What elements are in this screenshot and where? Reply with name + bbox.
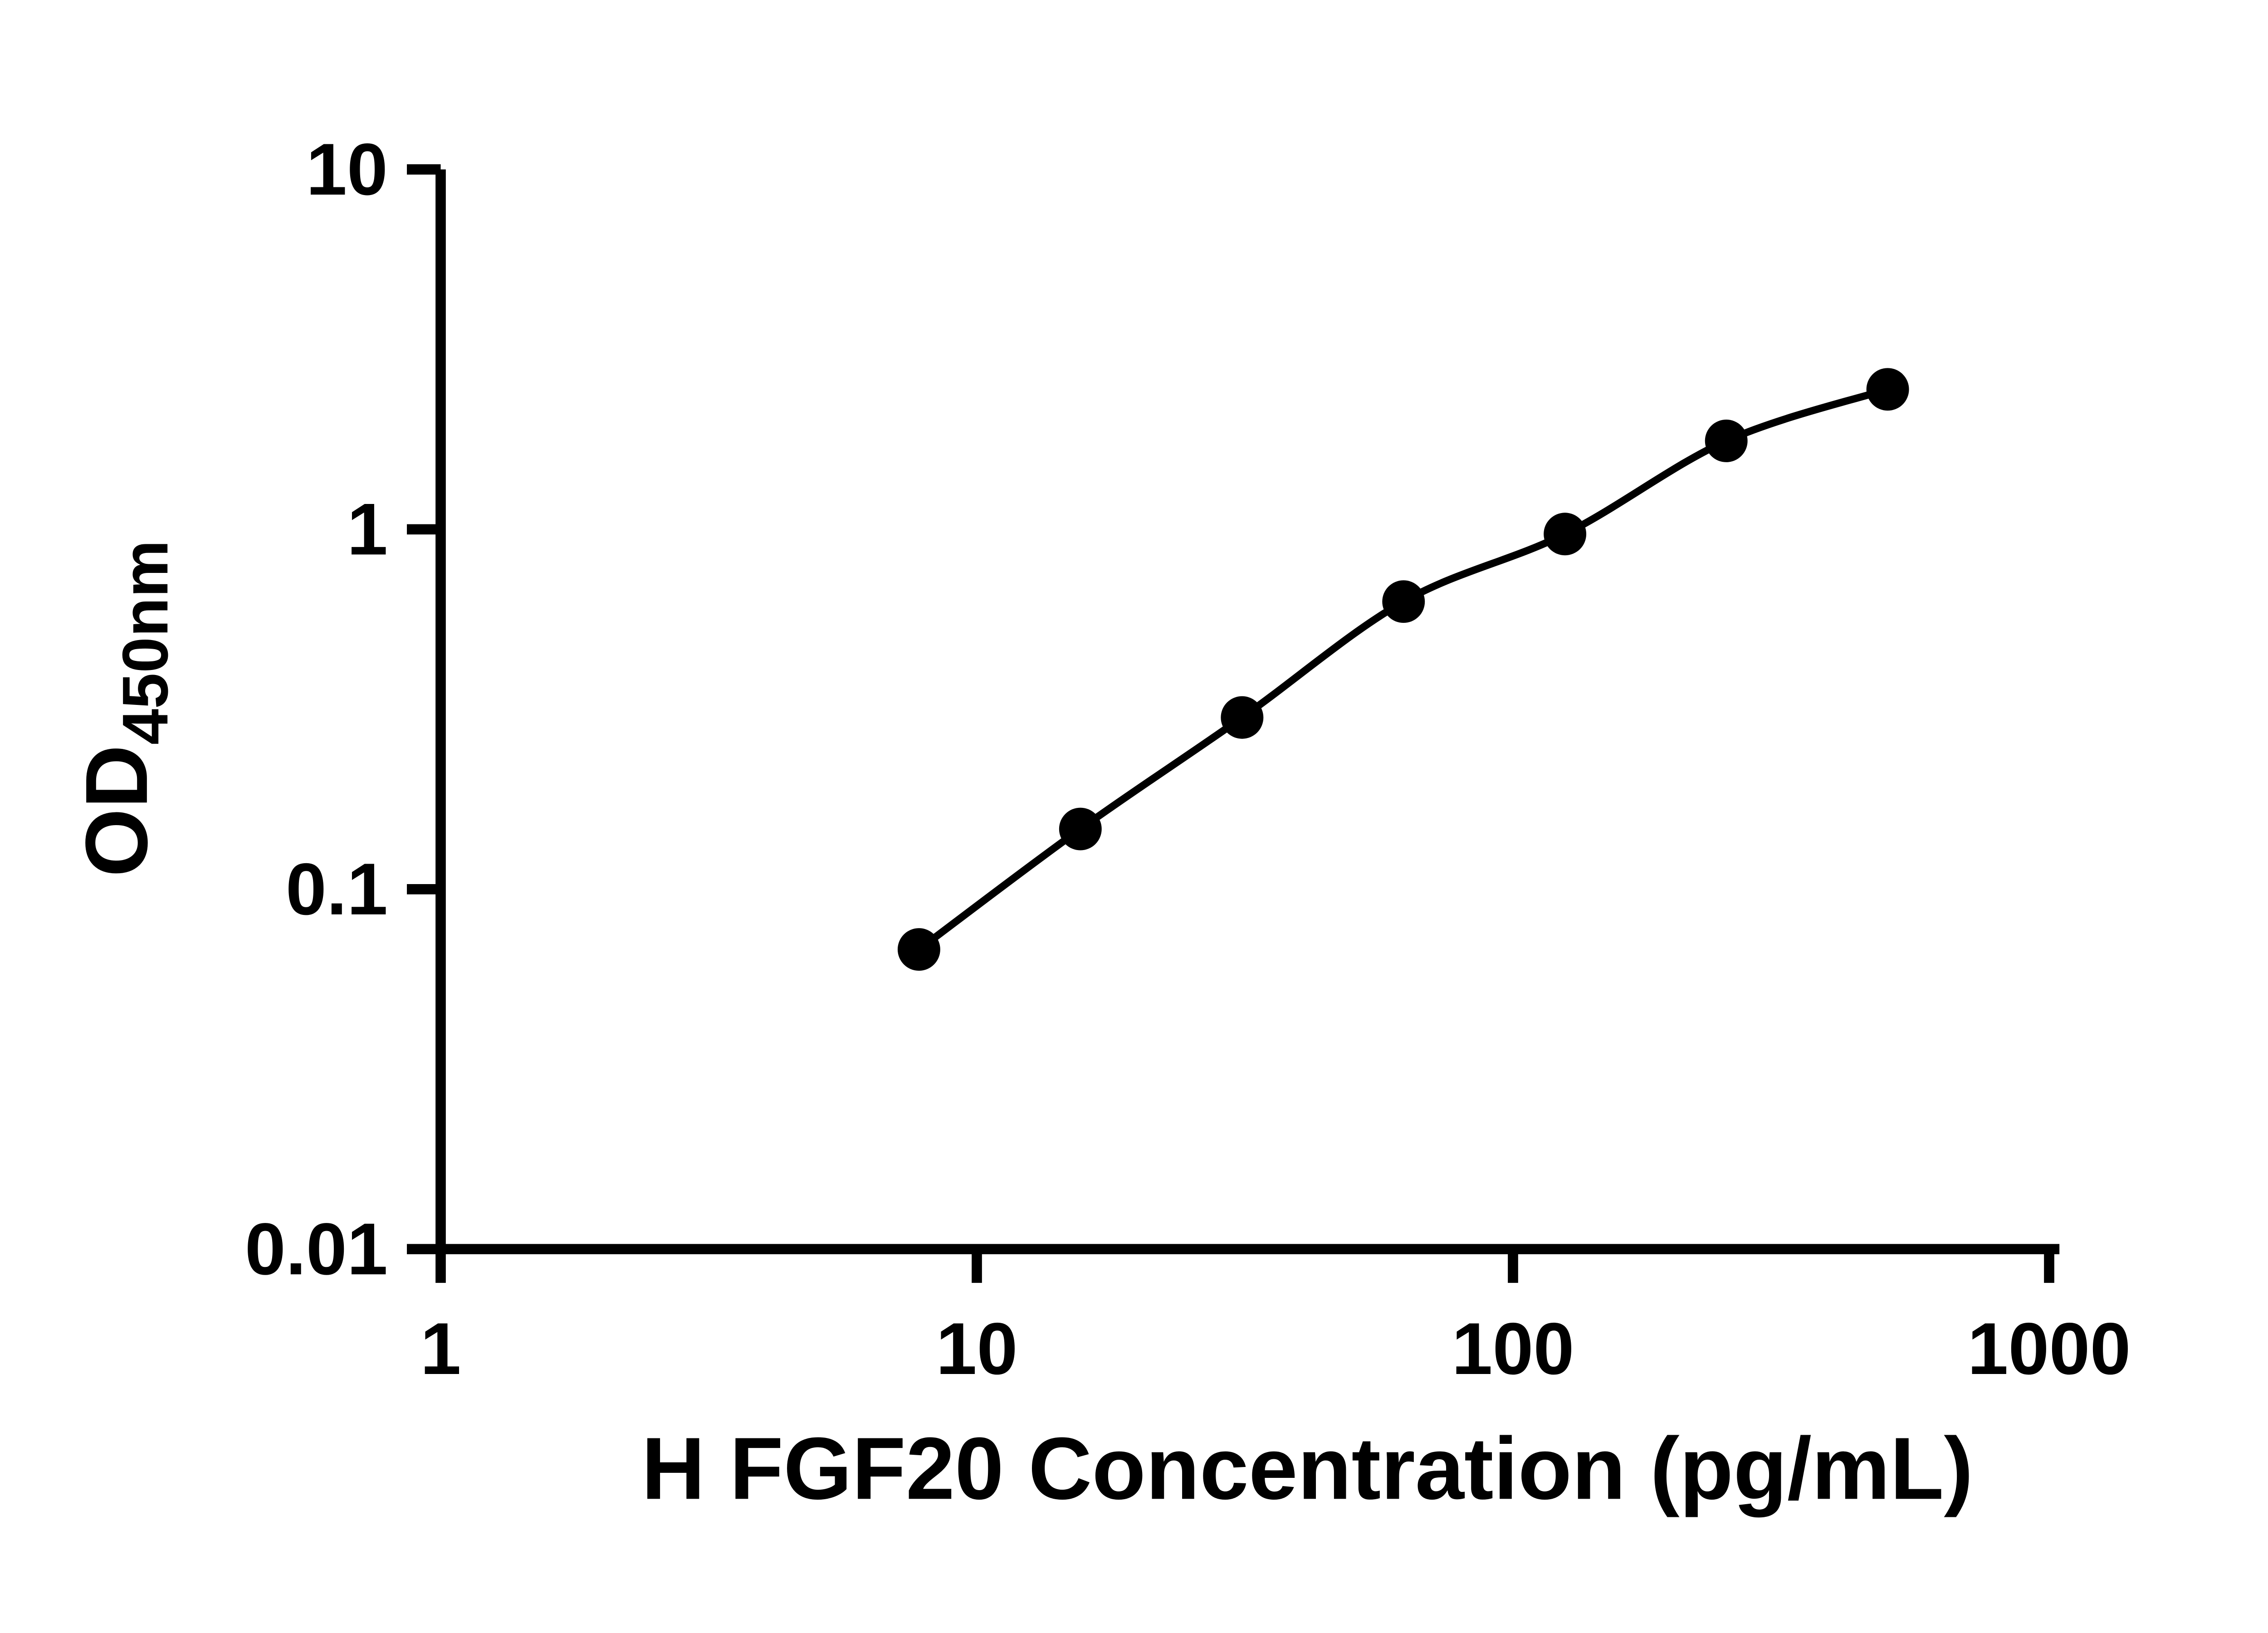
y-axis-title-main: OD xyxy=(68,745,166,877)
data-point-marker xyxy=(1382,580,1425,623)
y-tick-label: 10 xyxy=(306,128,388,210)
y-axis-title: OD450nm xyxy=(68,540,181,877)
x-axis-title: H FGF20 Concentration (pg/mL) xyxy=(641,1419,1973,1518)
axes-layer: 0.01 0.1 1 10 1 10 100 1000 xyxy=(245,128,2131,1390)
data-point-marker xyxy=(1059,807,1102,851)
data-point-marker xyxy=(1544,513,1587,556)
data-point-marker xyxy=(1866,368,1909,411)
y-axis-title-subscript: 450nm xyxy=(109,540,181,745)
data-point-marker xyxy=(1705,419,1748,462)
data-point-marker xyxy=(1221,696,1264,739)
x-tick-label: 1 xyxy=(420,1308,461,1390)
y-tick-label: 1 xyxy=(347,488,388,570)
plot-layer xyxy=(897,368,1909,971)
y-tick-label: 0.01 xyxy=(245,1208,388,1290)
fit-curve xyxy=(917,386,1889,953)
data-point-marker xyxy=(897,928,940,971)
y-tick-label: 0.1 xyxy=(286,848,388,930)
x-tick-label: 100 xyxy=(1452,1308,1574,1390)
x-tick-label: 10 xyxy=(936,1308,1017,1390)
x-tick-label: 1000 xyxy=(1967,1308,2131,1390)
